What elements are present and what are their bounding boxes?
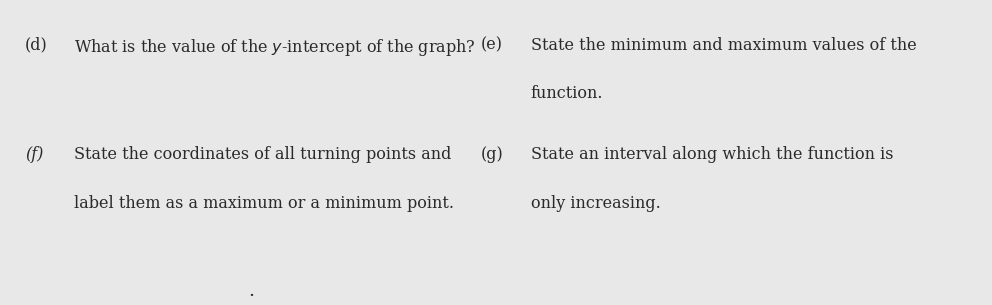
- Text: (d): (d): [25, 37, 48, 54]
- Text: (g): (g): [481, 146, 504, 163]
- Text: State the coordinates of all turning points and: State the coordinates of all turning poi…: [74, 146, 451, 163]
- Text: State the minimum and maximum values of the: State the minimum and maximum values of …: [531, 37, 917, 54]
- Text: What is the value of the $y$-intercept of the graph?: What is the value of the $y$-intercept o…: [74, 37, 476, 58]
- Text: ·: ·: [248, 287, 254, 305]
- Text: label them as a maximum or a minimum point.: label them as a maximum or a minimum poi…: [74, 195, 454, 212]
- Text: (f): (f): [25, 146, 44, 163]
- Text: only increasing.: only increasing.: [531, 195, 661, 212]
- Text: State an interval along which the function is: State an interval along which the functi…: [531, 146, 893, 163]
- Text: (e): (e): [481, 37, 503, 54]
- Text: function.: function.: [531, 85, 603, 102]
